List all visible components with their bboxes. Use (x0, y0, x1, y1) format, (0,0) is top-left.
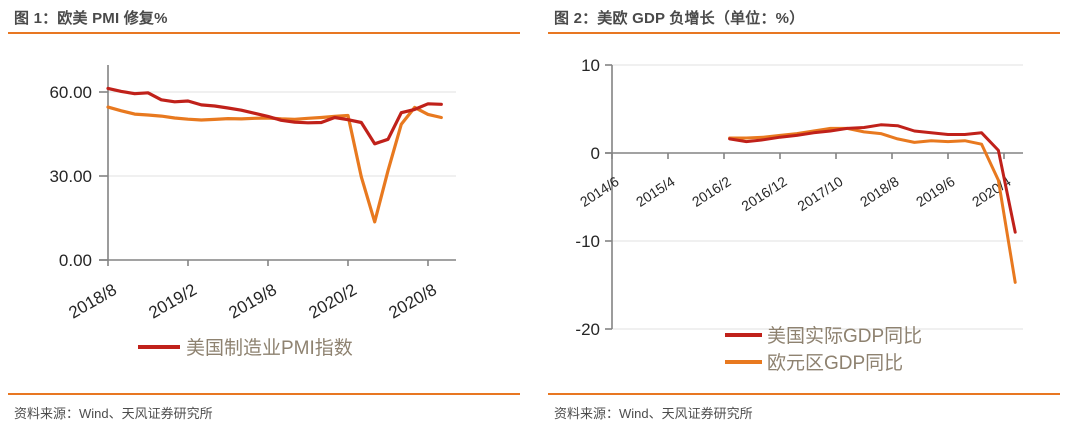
y-tick-label: 60.00 (49, 83, 92, 102)
legend-label: 欧元区GDP同比 (767, 352, 903, 374)
source-accent-rule (8, 393, 520, 395)
figure-panel-gdp: 图 2：美欧 GDP 负增长（单位：%） -20 -10 0 10 2014/6 2015… (540, 0, 1080, 430)
x-tick-label: 2014/6 (577, 173, 622, 210)
x-tick-label: 2016/12 (738, 173, 789, 214)
y-tick-label: 0.00 (59, 251, 92, 270)
x-tick-label: 2019/2 (145, 280, 200, 322)
legend-label: 美国制造业PMI指数 (186, 337, 353, 359)
source-note: 资料来源：Wind、天风证券研究所 (14, 406, 213, 421)
x-tick-label: 2017/10 (794, 173, 845, 214)
source-note: 资料来源：Wind、天风证券研究所 (554, 406, 753, 421)
x-tick-label: 2020/2 (305, 280, 360, 322)
pmi-line-chart: 0.00 30.00 60.00 2018/8 2019/2 2019/8 2020/2 20… (49, 65, 456, 359)
source-accent-rule (548, 393, 1060, 395)
y-tick-label: -10 (575, 232, 600, 251)
x-tick-label: 2015/4 (633, 173, 678, 210)
figure-title: 图 1：欧美 PMI 修复% (14, 10, 168, 27)
x-tick-label: 2019/8 (225, 280, 280, 322)
series-line (728, 123, 1017, 234)
y-tick-label: 30.00 (49, 167, 92, 186)
y-tick-label: 10 (581, 56, 600, 75)
x-tick-label: 2018/8 (65, 280, 120, 322)
title-accent-rule (548, 32, 1060, 34)
x-tick-label: 2016/2 (689, 173, 734, 210)
x-tick-label: 2020/8 (385, 280, 440, 322)
x-tick-label: 2019/6 (913, 173, 958, 210)
series-line (106, 105, 443, 224)
series-line (106, 86, 443, 146)
title-accent-rule (8, 32, 520, 34)
figure-title: 图 2：美欧 GDP 负增长（单位：%） (554, 10, 805, 27)
y-tick-label: 0 (591, 144, 600, 163)
figure-panel-pmi: 图 1：欧美 PMI 修复% 0.00 30.00 60.00 2018/8 2019/… (8, 10, 520, 421)
gdp-line-chart: -20 -10 0 10 2014/6 2015/4 2016/2 2016/12 2017/1… (575, 56, 1023, 374)
series-line (728, 126, 1017, 284)
y-tick-label: -20 (575, 320, 600, 339)
legend-label: 美国实际GDP同比 (767, 325, 922, 347)
x-tick-label: 2018/8 (857, 173, 902, 210)
